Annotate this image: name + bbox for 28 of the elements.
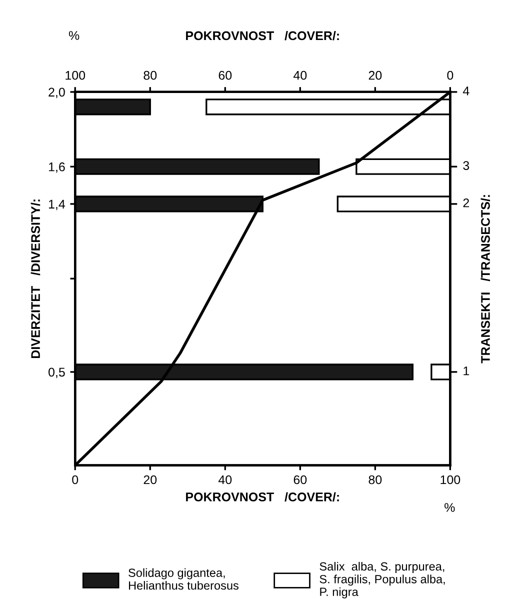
y-tick-label: 0,5 xyxy=(48,368,65,378)
x2-tick-label: 60 xyxy=(218,70,232,80)
x-axis-title: POKROVNOST /COVER/: xyxy=(186,492,339,502)
x-tick-label: 0 xyxy=(72,475,78,484)
text: % xyxy=(444,503,455,512)
y-tick-label: 2,0 xyxy=(48,88,65,98)
legend-label: Solidago gigantea, Helianthus tuberosus xyxy=(128,568,238,590)
text: 2 xyxy=(463,198,470,208)
x-tick-label: 100 xyxy=(440,475,460,484)
x2-tick-label: 80 xyxy=(144,70,157,80)
text: 4 xyxy=(462,86,470,96)
x2-tick-label: 20 xyxy=(368,70,382,80)
y-tick-label: 1,4 xyxy=(48,200,66,210)
y-axis-title: DIVERZITET /DIVERSITY/: xyxy=(30,200,40,358)
text: % xyxy=(68,31,80,40)
x-tick-label: 40 xyxy=(218,475,232,484)
x2-tick-label: 40 xyxy=(293,70,307,80)
x-tick-label: 20 xyxy=(144,475,157,484)
x-tick-label: 60 xyxy=(294,475,307,484)
text: 3 xyxy=(463,161,470,170)
x-tick-label: 80 xyxy=(368,475,382,484)
x2-tick-label: 0 xyxy=(447,70,454,80)
text: 1 xyxy=(464,366,470,376)
y-tick-label: 1,6 xyxy=(48,162,65,173)
legend-label: Salix alba, S. purpurea, S. fragilis, Populus alba, P. nigra xyxy=(320,562,445,598)
x2-tick-label: 100 xyxy=(66,70,86,80)
y2-axis-title: TRANSEKTI /TRANSECTS/: xyxy=(480,195,490,364)
x2-axis-title: POKROVNOST /COVER/: xyxy=(186,30,339,40)
